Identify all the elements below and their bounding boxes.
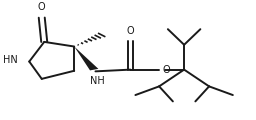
Polygon shape [74,47,98,70]
Text: HN: HN [3,55,18,65]
Text: NH: NH [90,76,104,86]
Text: O: O [162,65,170,75]
Text: O: O [127,26,134,36]
Text: O: O [38,2,46,12]
